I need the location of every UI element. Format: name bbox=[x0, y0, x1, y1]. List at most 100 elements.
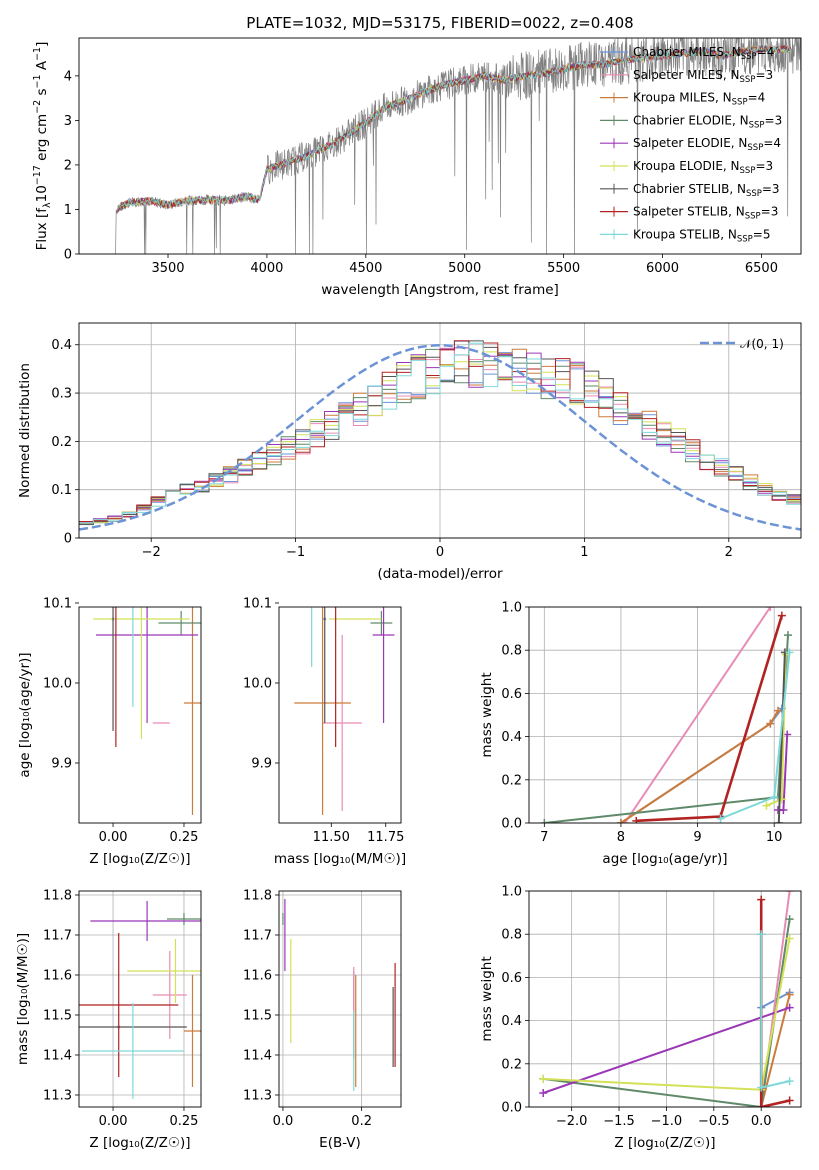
weight-line-3 bbox=[544, 635, 789, 823]
errorbar-point-4 bbox=[372, 607, 395, 723]
legend-label-5: Kroupa ELODIE, NSSP=3 bbox=[633, 159, 773, 176]
errorbar-point-7 bbox=[79, 933, 179, 1077]
errorbar-point-2 bbox=[183, 607, 201, 815]
legend: Chabrier MILES, NSSP=4 Salpeter MILES, NS… bbox=[600, 45, 782, 244]
axes-frame bbox=[528, 890, 802, 1108]
x-tick-label: 11.75 bbox=[367, 830, 404, 845]
x-tick-label: 10 bbox=[766, 830, 783, 845]
y-tick-label: 0.4 bbox=[51, 338, 72, 353]
plot-area-weight-vs-age bbox=[540, 607, 794, 823]
panel-age-vs-mass: 11.50 11.75 9.9 10.0 10.1 mass [log₁₀(M/M☉)] bbox=[243, 597, 406, 868]
panel-weight-vs-Z: −2.0 −1.5 −1.0 −0.5 0.0 0.0 0.2 0.4 0.6 0.8 1.0 Z [… bbox=[479, 885, 802, 1151]
y-tick-label: 11.3 bbox=[243, 1089, 272, 1104]
y-tick-label: 11.6 bbox=[43, 969, 72, 984]
weight-marker bbox=[785, 891, 794, 895]
y-tick-label: 0 bbox=[64, 248, 72, 263]
x-axis-label: wavelength [Angstrom, rest frame] bbox=[321, 282, 559, 298]
x-tick-label: 1 bbox=[580, 545, 588, 560]
y-tick-label: 0.6 bbox=[501, 687, 522, 702]
y-tick-label: 0.1 bbox=[51, 483, 72, 498]
y-tick-label: 1.0 bbox=[501, 601, 522, 616]
errorbar-point-8 bbox=[311, 607, 313, 667]
legend-label-8: Kroupa STELIB, NSSP=5 bbox=[633, 227, 771, 244]
errorbar-point-4 bbox=[96, 607, 199, 723]
axes-frame bbox=[278, 890, 402, 1108]
y-axis-label-part: ] bbox=[34, 42, 50, 47]
x-axis-label: Z [log₁₀(Z/Z☉)] bbox=[89, 1135, 190, 1151]
weight-marker bbox=[785, 648, 794, 657]
x-tick-label: 0.2 bbox=[351, 1114, 372, 1129]
figure-title: PLATE=1032, MJD=53175, FIBERID=0022, z=0… bbox=[246, 14, 633, 32]
y-axis-label-part: s bbox=[34, 88, 50, 99]
weight-marker bbox=[770, 793, 779, 802]
x-tick-label: 4000 bbox=[250, 261, 283, 276]
errorbar-point-5 bbox=[127, 939, 201, 1003]
x-tick-label: −2 bbox=[142, 545, 161, 560]
axes-frame bbox=[78, 890, 202, 1108]
y-axis-label-part: −2 bbox=[32, 100, 43, 114]
y-axis-label-part: Flux [f bbox=[34, 207, 50, 251]
weight-line-2 bbox=[760, 994, 791, 1107]
x-tick-label: 0.0 bbox=[273, 1114, 294, 1129]
weight-marker bbox=[540, 819, 549, 823]
y-tick-label: 11.8 bbox=[243, 889, 272, 904]
x-tick-label: 0.25 bbox=[170, 1114, 199, 1129]
plot-area-mass-vs-Z bbox=[79, 901, 201, 1099]
weight-marker bbox=[716, 814, 725, 823]
legend-label-7: Salpeter STELIB, NSSP=3 bbox=[633, 205, 778, 222]
y-axis-label: mass weight bbox=[479, 956, 495, 1041]
y-tick-label: 0.3 bbox=[51, 387, 72, 402]
y-tick-label: 4 bbox=[64, 69, 72, 84]
y-tick-label: 10.0 bbox=[243, 677, 272, 692]
axes-frame bbox=[78, 606, 202, 824]
x-tick-label: −2.0 bbox=[556, 1114, 588, 1129]
weight-marker bbox=[783, 631, 792, 640]
weight-marker bbox=[779, 806, 788, 815]
weight-marker bbox=[757, 930, 766, 939]
legend-label-2: Kroupa MILES, NSSP=4 bbox=[633, 91, 765, 108]
y-tick-label: 11.7 bbox=[43, 929, 72, 944]
x-tick-label: −1.5 bbox=[603, 1114, 635, 1129]
y-tick-label: 11.5 bbox=[243, 1009, 272, 1024]
y-tick-label: 0.0 bbox=[501, 817, 522, 832]
axes-frame bbox=[278, 606, 402, 824]
weight-marker bbox=[632, 816, 641, 823]
y-tick-label: 11.4 bbox=[243, 1049, 272, 1064]
x-tick-label: 9 bbox=[693, 830, 701, 845]
errorbar-point-6 bbox=[324, 607, 326, 723]
plot-area-residuals bbox=[79, 340, 801, 531]
y-tick-label: 9.9 bbox=[51, 757, 72, 772]
errorbar-point-7 bbox=[115, 607, 117, 747]
errorbar-point-1 bbox=[152, 951, 187, 1039]
weight-line-4 bbox=[542, 1006, 790, 1094]
y-axis-label: Flux [fλ10−17 erg cm−2 s−1 A−1] bbox=[32, 42, 53, 251]
weight-marker bbox=[762, 801, 771, 810]
weight-marker bbox=[785, 1077, 794, 1086]
errorbar-point-5 bbox=[93, 607, 190, 739]
x-tick-label: −0.5 bbox=[698, 1114, 730, 1129]
errorbar-point-2 bbox=[294, 607, 351, 815]
normal-curve bbox=[79, 344, 801, 531]
weight-marker bbox=[757, 895, 766, 904]
plot-area-mass-vs-EBV bbox=[282, 899, 396, 1091]
y-tick-label: 0.4 bbox=[501, 1014, 522, 1029]
x-tick-label: 0.25 bbox=[170, 830, 199, 845]
errorbar-point-3 bbox=[370, 611, 393, 635]
histogram-7 bbox=[79, 340, 801, 522]
y-tick-label: 11.8 bbox=[43, 889, 72, 904]
y-tick-label: 0.2 bbox=[51, 435, 72, 450]
x-tick-label: 4500 bbox=[349, 261, 382, 276]
x-axis-label: (data-model)/error bbox=[377, 566, 503, 582]
y-tick-label: 9.9 bbox=[251, 757, 272, 772]
x-tick-label: 8 bbox=[617, 830, 625, 845]
y-axis-label: mass weight bbox=[479, 672, 495, 757]
model-spectrum-7 bbox=[117, 44, 791, 213]
x-tick-label: 5000 bbox=[448, 261, 481, 276]
x-tick-label: −1 bbox=[286, 545, 305, 560]
y-tick-label: 11.6 bbox=[243, 969, 272, 984]
x-tick-label: 7 bbox=[540, 830, 548, 845]
y-tick-label: 0 bbox=[64, 532, 72, 547]
legend-label-0: Chabrier MILES, NSSP=4 bbox=[633, 45, 774, 62]
weight-marker bbox=[766, 719, 775, 728]
x-tick-label: 0 bbox=[436, 545, 444, 560]
